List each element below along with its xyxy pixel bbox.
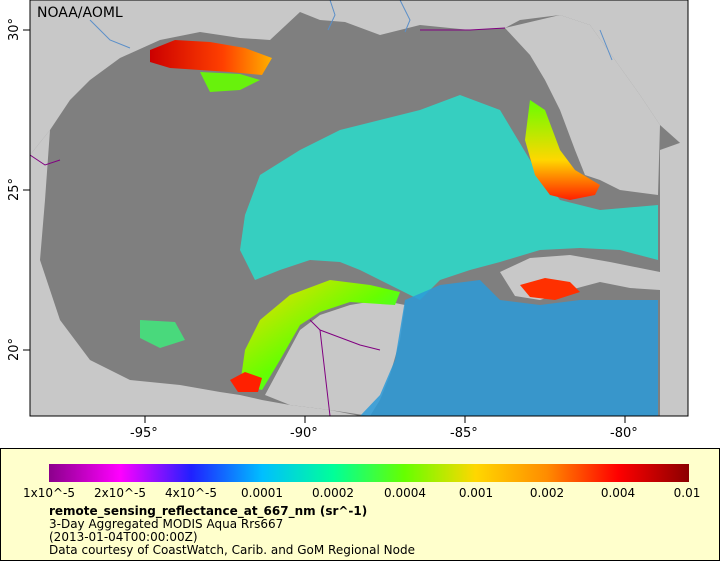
land-florida — [505, 15, 660, 195]
data-florida-coast — [525, 100, 600, 200]
colorbar-tick-label: 0.001 — [458, 486, 494, 500]
data-swath-yucatan-shelf — [240, 280, 400, 390]
colorbar-tick-label: 0.004 — [600, 486, 636, 500]
colorbar-tick-label: 0.002 — [529, 486, 565, 500]
legend-date: (2013-01-04T00:00:00Z) — [49, 530, 198, 544]
legend-description: 3-Day Aggregated MODIS Aqua Rrs667 — [49, 517, 284, 531]
data-gulf-patch — [140, 320, 185, 348]
legend-title: remote_sensing_reflectance_at_667_nm (sr… — [49, 504, 368, 518]
colorbar — [49, 464, 689, 482]
map-area: NOAA/AOML -95° -90° -85° -80° 30° 25° 20… — [7, 0, 689, 441]
colorbar-tick-label: 0.01 — [673, 486, 701, 500]
borders — [29, 27, 506, 417]
legend-credit: Data courtesy of CoastWatch, Carib. and … — [49, 543, 415, 557]
colorbar-tick-label: 4x10^-5 — [164, 486, 218, 500]
land-east — [660, 140, 688, 416]
map-frame — [29, 0, 689, 417]
x-tick-label: -90° — [290, 426, 318, 441]
data-texas-coast — [150, 40, 272, 75]
colorbar-tick-label: 0.0001 — [241, 486, 283, 500]
map-canvas — [23, 0, 689, 423]
colorbar-tick-label: 0.0004 — [384, 486, 426, 500]
y-tick-label: 20° — [7, 337, 23, 362]
colorbar-tick-label: 0.0002 — [312, 486, 354, 500]
colorbar-tick-label: 2x10^-5 — [93, 486, 147, 500]
data-texas-green — [200, 72, 260, 92]
legend-panel: 1x10^-5 2x10^-5 4x10^-5 0.0001 0.0002 0.… — [0, 448, 720, 561]
land-us — [30, 0, 688, 155]
y-tick-label: 30° — [7, 17, 23, 42]
colorbar-tick-label: 1x10^-5 — [22, 486, 76, 500]
data-campeche-red — [230, 372, 262, 392]
tick-marks — [23, 29, 626, 423]
land-mexico — [30, 130, 360, 416]
x-tick-label: -95° — [130, 426, 158, 441]
data-swath-central — [240, 95, 658, 300]
land-yucatan — [265, 300, 405, 416]
y-tick-label: 25° — [7, 177, 23, 202]
rivers — [89, 0, 613, 61]
x-tick-label: -85° — [450, 426, 478, 441]
watermark: NOAA/AOML — [37, 5, 123, 21]
data-swath-caribbean — [360, 280, 658, 416]
data-cuba-red — [520, 278, 580, 300]
x-tick-label: -80° — [610, 426, 638, 441]
